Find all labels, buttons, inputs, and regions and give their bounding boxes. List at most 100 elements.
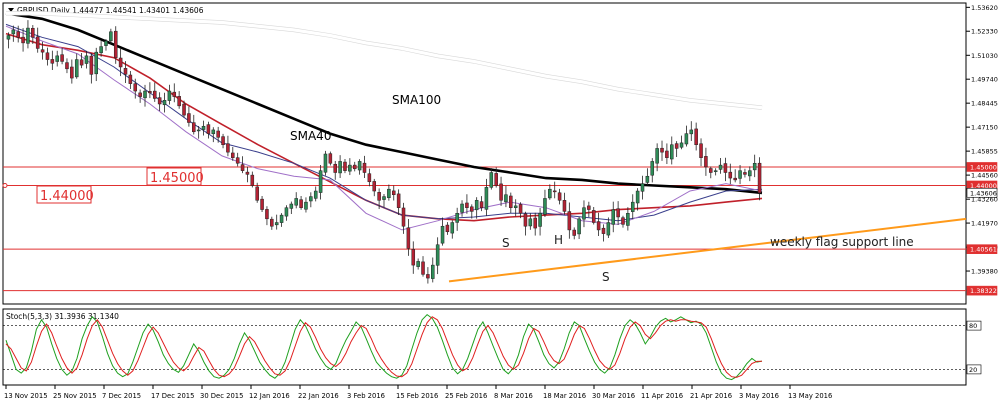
bull-candle xyxy=(543,198,547,215)
bull-candle xyxy=(109,31,113,42)
x-axis-date-label: 25 Nov 2015 xyxy=(53,392,97,400)
bear-candle xyxy=(128,74,133,84)
bear-candle xyxy=(328,153,333,164)
x-axis-date-label: 25 Feb 2016 xyxy=(445,392,487,400)
bear-candle xyxy=(377,192,381,201)
stoch-level-label: 80 xyxy=(969,322,977,330)
bear-candle xyxy=(723,163,728,173)
bear-candle xyxy=(157,97,162,105)
bull-candle xyxy=(284,207,289,217)
bear-candle xyxy=(255,186,259,201)
bear-candle xyxy=(265,209,269,220)
x-axis-date-label: 3 Feb 2016 xyxy=(347,392,385,400)
bull-candle xyxy=(440,225,445,244)
price-axis-tick-label: 1.52330 xyxy=(971,28,998,36)
bear-candle xyxy=(148,91,152,94)
price-tag-label: 1.44000 xyxy=(970,182,997,190)
panel-collapse-icon[interactable] xyxy=(8,8,14,12)
bear-candle xyxy=(65,62,69,70)
bull-candle xyxy=(289,203,294,209)
bear-candle xyxy=(509,195,513,208)
bull-candle xyxy=(304,201,308,210)
bear-candle xyxy=(709,168,713,173)
x-axis-date-label: 11 Apr 2016 xyxy=(641,392,683,400)
bear-candle xyxy=(621,217,625,225)
bear-candle xyxy=(411,249,416,266)
bear-candle xyxy=(31,27,35,38)
bull-candle xyxy=(713,170,718,172)
stoch-panel-title: Stoch(5,3,3) 31.3936 31.1340 xyxy=(6,312,119,321)
x-axis-date-label: 17 Dec 2015 xyxy=(151,392,194,400)
bear-candle xyxy=(235,157,240,164)
bear-candle xyxy=(89,55,94,75)
bull-candle xyxy=(382,196,386,200)
bull-candle xyxy=(211,129,216,135)
bull-candle xyxy=(6,35,11,40)
bear-candle xyxy=(70,66,74,79)
level-price-tag xyxy=(966,162,998,172)
sma-long-white-line xyxy=(6,11,763,110)
level-anchor-icon[interactable] xyxy=(2,182,8,188)
bear-candle xyxy=(362,162,367,173)
bear-candle xyxy=(343,161,347,171)
bull-candle xyxy=(162,100,167,106)
bull-candle xyxy=(582,207,586,220)
bull-candle xyxy=(450,222,455,234)
bull-candle xyxy=(577,218,581,235)
stoch-main-line xyxy=(5,313,763,381)
bull-candle xyxy=(752,163,757,171)
bull-candle xyxy=(143,90,147,99)
pattern-s-right: S xyxy=(602,270,610,284)
bear-candle xyxy=(352,164,357,170)
bull-candle xyxy=(279,214,284,223)
bull-candle xyxy=(489,172,494,188)
bull-candle xyxy=(718,164,723,170)
price-axis-tick-label: 1.45855 xyxy=(971,148,998,156)
bear-candle xyxy=(226,143,230,153)
bear-candle xyxy=(552,190,557,193)
bull-candle xyxy=(606,222,611,236)
bear-candle xyxy=(518,204,523,214)
bear-candle xyxy=(270,218,274,227)
bull-candle xyxy=(670,144,674,160)
bear-candle xyxy=(206,124,211,134)
bear-candle xyxy=(401,207,406,227)
bear-candle xyxy=(445,224,450,233)
bear-candle xyxy=(152,90,157,99)
bull-candle xyxy=(645,175,650,183)
bear-candle xyxy=(299,199,303,208)
price-axis-tick-label: 1.48445 xyxy=(971,100,998,108)
bull-candle xyxy=(274,222,279,226)
bear-candle xyxy=(372,181,377,192)
bear-candle xyxy=(187,113,191,123)
bear-candle xyxy=(118,57,123,68)
x-axis-date-label: 7 Dec 2015 xyxy=(102,392,141,400)
bear-candle xyxy=(660,147,664,153)
bear-candle xyxy=(79,59,84,66)
bull-candle xyxy=(548,188,552,199)
bear-candle xyxy=(616,208,620,218)
bear-candle xyxy=(391,190,396,195)
bull-candle xyxy=(650,161,655,176)
bull-candle xyxy=(689,129,694,135)
level-1-44-box xyxy=(36,185,92,204)
bear-candle xyxy=(587,205,591,210)
bear-candle xyxy=(596,221,601,231)
bull-candle xyxy=(474,200,479,211)
price-axis-tick-label: 1.53620 xyxy=(971,4,998,12)
x-axis-date-label: 22 Jan 2016 xyxy=(298,392,339,400)
stoch-signal-line xyxy=(5,316,763,378)
bull-candle xyxy=(538,213,542,227)
bear-candle xyxy=(60,54,64,62)
bull-candle xyxy=(196,129,201,132)
bull-candle xyxy=(74,59,79,78)
bear-candle xyxy=(757,162,762,194)
bull-candle xyxy=(748,170,752,177)
bull-candle xyxy=(504,194,508,203)
bear-candle xyxy=(426,274,430,279)
bull-candle xyxy=(684,133,689,145)
bear-candle xyxy=(494,173,498,186)
x-axis-date-label: 12 Jan 2016 xyxy=(249,392,290,400)
bear-candle xyxy=(221,136,225,145)
current-price-tag xyxy=(966,187,998,198)
